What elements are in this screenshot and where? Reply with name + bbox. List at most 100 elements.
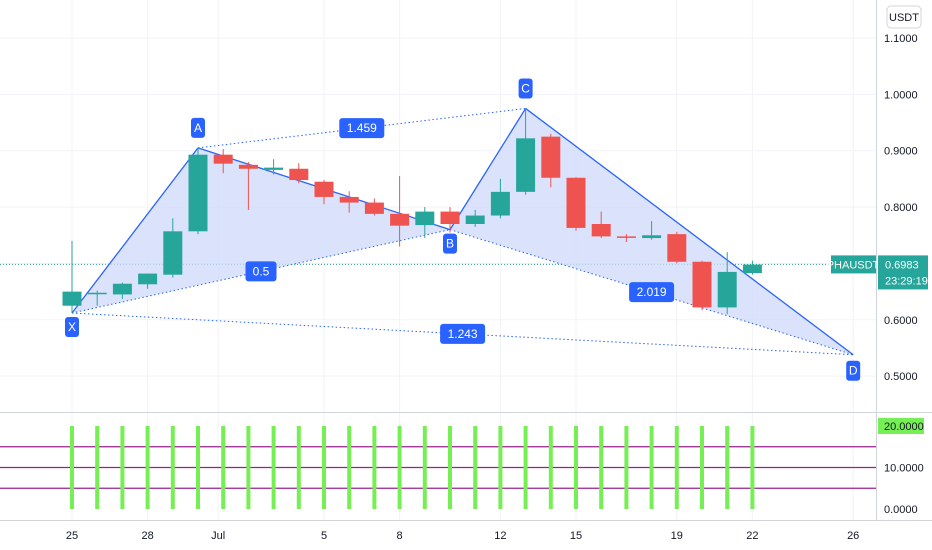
harmonic-pattern[interactable] (71, 107, 854, 356)
indicator-bar (624, 426, 629, 509)
point-label-a-badge (191, 117, 205, 138)
indicator-bar (145, 426, 150, 509)
ratio-label: 1.243 (448, 327, 478, 341)
time-tick-label: 19 (671, 530, 683, 542)
candle-body (541, 136, 561, 178)
currency-label: USDT (889, 12, 919, 24)
candle-body (87, 292, 107, 295)
pattern-labels: X A B C D 1.459 0.5 2.019 1.243 (65, 78, 861, 381)
candle-body (516, 138, 536, 192)
candle-body (440, 211, 460, 224)
price-tick-label: 0.5000 (884, 371, 918, 383)
price-tick-label: 1.0000 (884, 89, 918, 101)
time-tick-label: 8 (397, 530, 403, 542)
candle-body (138, 273, 158, 285)
indicator-bar (120, 426, 125, 509)
point-label-c-badge (518, 78, 533, 99)
indicator-pane (0, 426, 876, 509)
candle-body (62, 291, 82, 306)
candle-body (742, 264, 762, 274)
time-tick-label: 25 (66, 530, 78, 542)
point-label-b-badge (443, 233, 457, 254)
ratio-badge (339, 118, 385, 139)
candle-body (213, 154, 233, 164)
candle-body (717, 271, 737, 308)
indicator-bar (725, 426, 730, 509)
candle-body (339, 196, 359, 203)
indicator-bar (170, 426, 175, 509)
point-label-x-badge (65, 317, 79, 338)
indicator-bar (296, 426, 301, 509)
indicator-bar (246, 426, 251, 509)
ratio-line-xb (71, 229, 451, 314)
candle-body (465, 215, 485, 224)
symbol-tag (831, 255, 876, 274)
indicator-bar (322, 426, 326, 509)
indicator-bar (271, 426, 276, 509)
indicator-bar (196, 426, 200, 509)
ratio-badge (245, 261, 277, 282)
candle-body (390, 213, 410, 226)
ratio-label: 1.459 (347, 121, 377, 135)
candle-body (188, 154, 208, 232)
ratio-label: 0.5 (253, 264, 270, 278)
candle-body (314, 181, 334, 197)
leg-xa (71, 147, 199, 314)
candle-body (112, 283, 132, 295)
point-label-x: X (68, 320, 76, 334)
last-price-label: 0.6983 (885, 259, 919, 271)
candle-body (289, 168, 309, 181)
price-tick-label: 0.6000 (884, 315, 918, 327)
price-tick-label: 1.1000 (884, 33, 918, 45)
indicator-bar (674, 426, 679, 509)
candle-body (364, 202, 384, 214)
indicator-bar (473, 426, 478, 509)
time-tick-label: 22 (746, 530, 758, 542)
time-axis[interactable]: 25 28 Jul 5 8 12 15 19 22 26 (66, 530, 859, 542)
point-label-d: D (849, 364, 858, 378)
indicator-value-tag (878, 418, 924, 434)
indicator-bar (372, 426, 377, 509)
candle-body (616, 236, 636, 238)
indicator-bar (347, 426, 352, 509)
candle-body (238, 164, 258, 169)
indicator-bar (599, 426, 604, 509)
ratio-label: 2.019 (637, 285, 667, 299)
ratio-badge (440, 323, 486, 344)
indicator-bar (221, 426, 226, 509)
candle-body (591, 223, 611, 237)
point-label-a: A (194, 121, 202, 135)
ratio-badge (629, 282, 675, 303)
indicator-bar (448, 426, 452, 509)
point-label-b: B (446, 237, 454, 251)
candles (62, 108, 762, 315)
indicator-bar (700, 426, 704, 509)
candle-body (642, 235, 662, 239)
candle-body (692, 261, 712, 308)
indicator-tick-label: 0.0000 (884, 504, 918, 516)
indicator-bar (548, 426, 553, 509)
last-price-tag (878, 255, 928, 290)
currency-badge (886, 5, 922, 29)
symbol-label: PHAUSDT (827, 259, 880, 271)
time-tick-label: 12 (494, 530, 506, 542)
indicator-bar (523, 426, 528, 509)
time-tick-label: 26 (847, 530, 859, 542)
indicator-bar (750, 426, 755, 509)
indicator-bar (422, 426, 427, 509)
candle-body (264, 167, 284, 170)
price-tick-label: 0.8000 (884, 202, 918, 214)
indicator-tick-label: 10.0000 (884, 463, 924, 475)
indicator-bar (95, 426, 100, 509)
candle-body (490, 191, 510, 216)
indicator-bar (70, 426, 74, 509)
candle-body (415, 211, 435, 226)
time-tick-label: 28 (141, 530, 153, 542)
indicator-value-label: 20.0000 (884, 421, 924, 433)
point-label-c: C (521, 81, 530, 95)
candle-body (163, 231, 183, 275)
indicator-bar (649, 426, 654, 509)
time-tick-label: Jul (211, 530, 225, 542)
price-axis[interactable]: USDT1.10001.00000.90000.80000.70000.6000… (827, 5, 928, 516)
